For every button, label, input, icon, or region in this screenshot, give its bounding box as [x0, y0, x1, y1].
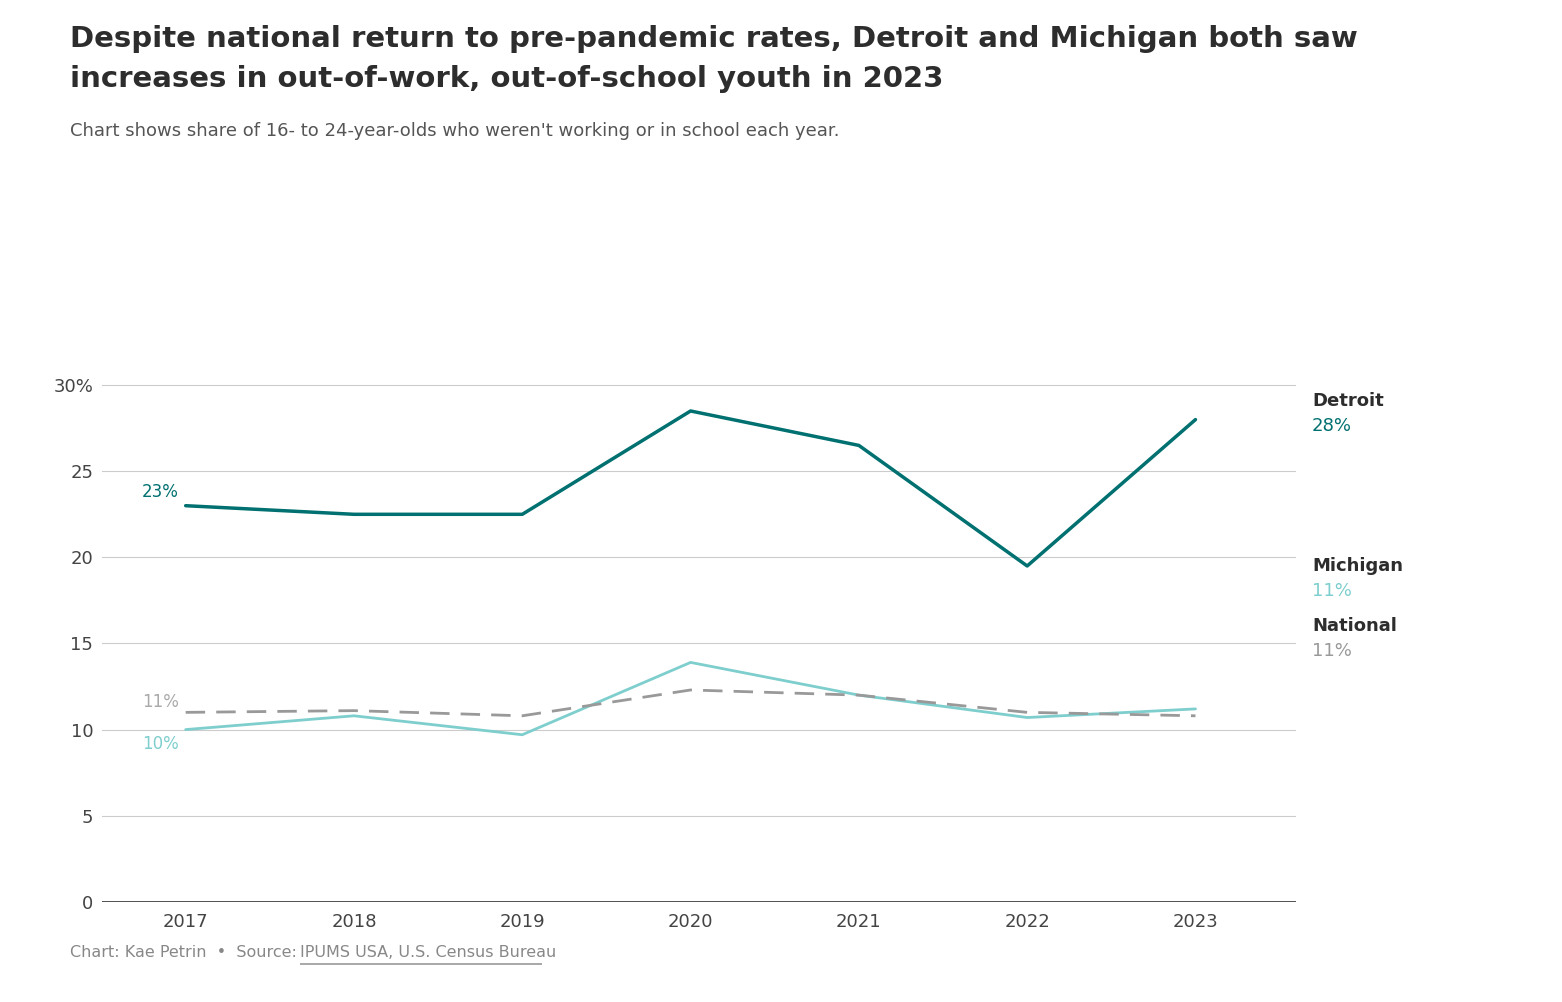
- Text: 11%: 11%: [142, 692, 178, 710]
- Text: 10%: 10%: [142, 735, 178, 754]
- Text: Michigan: Michigan: [1312, 557, 1403, 575]
- Text: 11%: 11%: [1312, 642, 1353, 660]
- Text: Detroit: Detroit: [1312, 392, 1384, 410]
- Text: Chart: Kae Petrin  •  Source:: Chart: Kae Petrin • Source:: [70, 945, 303, 960]
- Text: 23%: 23%: [142, 483, 178, 501]
- Text: National: National: [1312, 617, 1396, 635]
- Text: IPUMS USA, U.S. Census Bureau: IPUMS USA, U.S. Census Bureau: [300, 945, 556, 960]
- Text: increases in out-of-work, out-of-school youth in 2023: increases in out-of-work, out-of-school …: [70, 65, 943, 93]
- Text: 11%: 11%: [1312, 582, 1353, 600]
- Text: Despite national return to pre-pandemic rates, Detroit and Michigan both saw: Despite national return to pre-pandemic …: [70, 25, 1357, 53]
- Text: Chart shows share of 16- to 24-year-olds who weren't working or in school each y: Chart shows share of 16- to 24-year-olds…: [70, 122, 840, 140]
- Text: 28%: 28%: [1312, 417, 1353, 435]
